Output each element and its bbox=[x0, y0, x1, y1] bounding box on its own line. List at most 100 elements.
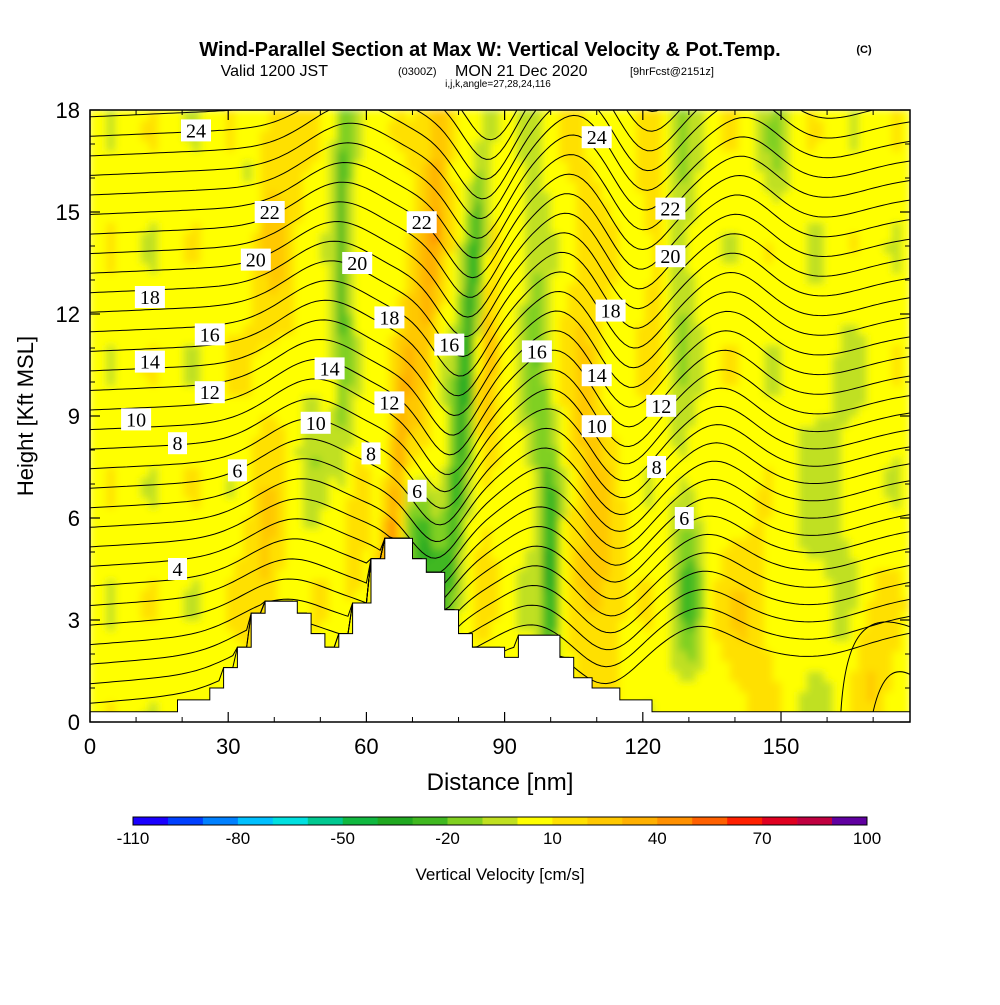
contour-label: 22 bbox=[655, 198, 685, 221]
y-tick-label: 18 bbox=[56, 98, 80, 123]
colorbar: -110 -80 -50 -20 10 40 70 100 bbox=[117, 817, 882, 848]
x-tick-label: 90 bbox=[492, 734, 516, 759]
colorbar-swatch bbox=[273, 817, 308, 825]
chart-title-mark: (C) bbox=[856, 44, 872, 56]
contour-label-text: 12 bbox=[379, 392, 399, 414]
y-tick-label: 12 bbox=[56, 302, 80, 327]
colorbar-swatch bbox=[448, 817, 483, 825]
y-tick-label: 9 bbox=[68, 404, 80, 429]
colorbar-swatch bbox=[622, 817, 657, 825]
chart-subtitle-d: [9hrFcst@2151z] bbox=[630, 66, 714, 78]
colorbar-swatch bbox=[552, 817, 587, 825]
colorbar-swatch bbox=[587, 817, 622, 825]
colorbar-tick-label: 70 bbox=[753, 829, 772, 848]
colorbar-tick-label: -20 bbox=[435, 829, 460, 848]
colorbar-swatch bbox=[378, 817, 413, 825]
colorbar-swatch bbox=[832, 817, 867, 825]
contour-label: 4 bbox=[168, 558, 187, 581]
colorbar-swatch bbox=[133, 817, 168, 825]
contour-label: 12 bbox=[646, 395, 676, 418]
contour-label-text: 6 bbox=[679, 508, 689, 530]
colorbar-label: Vertical Velocity [cm/s] bbox=[415, 865, 584, 884]
contour-label-text: 10 bbox=[587, 416, 607, 438]
contour-label-text: 22 bbox=[260, 202, 280, 224]
contour-label-text: 12 bbox=[651, 396, 671, 418]
contour-label-text: 24 bbox=[186, 120, 206, 142]
contour-label: 10 bbox=[582, 415, 612, 438]
contour-label-text: 8 bbox=[173, 433, 183, 455]
contour-label-text: 16 bbox=[200, 324, 220, 346]
contour-label: 8 bbox=[362, 442, 381, 465]
colorbar-swatch bbox=[657, 817, 692, 825]
contour-label-text: 16 bbox=[439, 335, 459, 357]
contour-label: 10 bbox=[121, 408, 151, 431]
colorbar-swatch bbox=[483, 817, 518, 825]
x-axis-label: Distance [nm] bbox=[427, 769, 574, 796]
contour-label-text: 22 bbox=[412, 212, 432, 234]
chart-subtitle-c: MON 21 Dec 2020 bbox=[455, 63, 588, 80]
colorbar-swatch bbox=[238, 817, 273, 825]
contour-label-text: 20 bbox=[347, 253, 367, 275]
y-tick-label: 15 bbox=[56, 200, 80, 225]
contour-label: 18 bbox=[374, 306, 404, 329]
contour-label: 14 bbox=[315, 357, 345, 380]
contour-label-text: 18 bbox=[379, 307, 399, 329]
colorbar-tick-label: -110 bbox=[117, 829, 150, 848]
contour-label: 14 bbox=[582, 364, 612, 387]
contour-label-text: 6 bbox=[412, 481, 422, 503]
contour-label: 20 bbox=[241, 249, 271, 272]
contour-label-text: 4 bbox=[173, 559, 183, 581]
contour-label: 18 bbox=[596, 300, 626, 323]
chart-title: Wind-Parallel Section at Max W: Vertical… bbox=[199, 39, 780, 61]
y-tick-label: 0 bbox=[68, 710, 80, 735]
chart-subtitle-b: (0300Z) bbox=[398, 66, 437, 78]
contour-label: 16 bbox=[522, 340, 552, 363]
colorbar-swatch bbox=[343, 817, 378, 825]
colorbar-tick-label: 40 bbox=[648, 829, 667, 848]
colorbar-tick-label: -50 bbox=[330, 829, 355, 848]
contour-label: 16 bbox=[434, 334, 464, 357]
contour-label: 12 bbox=[195, 381, 225, 404]
colorbar-swatch bbox=[413, 817, 448, 825]
contour-label-text: 10 bbox=[306, 413, 326, 435]
contour-label-text: 14 bbox=[140, 352, 160, 374]
chart-subtitle-a: Valid 1200 JST bbox=[221, 63, 329, 80]
contour-label: 6 bbox=[228, 459, 247, 482]
colorbar-tick-label: -80 bbox=[226, 829, 251, 848]
colorbar-tick-label: 10 bbox=[543, 829, 562, 848]
colorbar-swatch bbox=[692, 817, 727, 825]
contour-label-text: 8 bbox=[652, 457, 662, 479]
contour-label: 8 bbox=[647, 456, 666, 479]
contour-label: 22 bbox=[255, 201, 285, 224]
contour-label: 8 bbox=[168, 432, 187, 455]
x-tick-label: 0 bbox=[84, 734, 96, 759]
colorbar-swatch bbox=[168, 817, 203, 825]
y-axis-label: Height [Kft MSL] bbox=[13, 336, 38, 496]
contour-label: 22 bbox=[407, 211, 437, 234]
contour-label-text: 14 bbox=[320, 358, 340, 380]
x-tick-label: 60 bbox=[354, 734, 378, 759]
colorbar-tick-label: 100 bbox=[853, 829, 881, 848]
contour-label: 18 bbox=[135, 286, 165, 309]
colorbar-swatch bbox=[797, 817, 832, 825]
colorbar-swatch bbox=[308, 817, 343, 825]
contour-label-text: 20 bbox=[246, 250, 266, 272]
contour-label: 16 bbox=[195, 323, 225, 346]
contour-label: 6 bbox=[408, 480, 427, 503]
contour-label: 24 bbox=[582, 126, 612, 149]
chart-subtitle-ijk: i,j,k,angle=27,28,24,116 bbox=[445, 79, 551, 90]
contour-label: 6 bbox=[675, 507, 694, 530]
contour-label-text: 16 bbox=[527, 341, 547, 363]
contour-label: 14 bbox=[135, 351, 165, 374]
contour-label-text: 18 bbox=[601, 301, 621, 323]
contour-label: 12 bbox=[374, 391, 404, 414]
contour-label-text: 22 bbox=[660, 199, 680, 221]
contour-label-text: 18 bbox=[140, 287, 160, 309]
y-tick-label: 6 bbox=[68, 506, 80, 531]
contour-label: 24 bbox=[181, 119, 211, 142]
contour-label: 20 bbox=[655, 245, 685, 268]
colorbar-swatch bbox=[727, 817, 762, 825]
contour-label-text: 20 bbox=[660, 246, 680, 268]
contour-label: 20 bbox=[342, 252, 372, 275]
